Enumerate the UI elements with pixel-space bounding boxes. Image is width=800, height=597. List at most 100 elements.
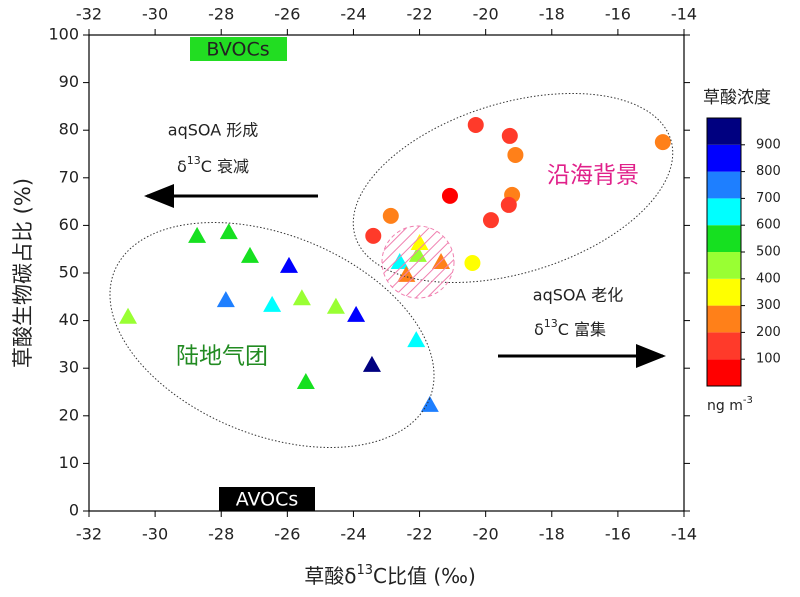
overlap-circle [381,225,455,299]
point [216,291,235,308]
annotation: aqSOA 形成 [168,121,258,140]
colorbar-block [707,171,741,199]
y-tick-label: 50 [59,263,79,282]
point [654,134,671,151]
y-tick-label: 70 [59,167,79,186]
y-tick-label: 80 [59,120,79,139]
x-top-tick-label: -32 [76,5,102,24]
annotation-part: C 富集 [558,320,606,339]
x-tick-label: -24 [340,525,366,544]
bvocs-label: BVOCs [206,39,269,61]
x-top-tick-label: -20 [473,5,499,24]
colorbar-tick-label: 300 [756,298,781,313]
point [347,305,366,322]
x-axis-label: 草酸δ13C比值 (‰) [304,563,476,588]
colorbar-title: 草酸浓度 [703,88,771,108]
point [279,256,298,273]
annotation-part: δ [177,157,187,176]
point [296,373,315,390]
y-tick-label: 90 [59,72,79,91]
annotation-part: 13 [544,317,558,330]
annotation: δ13C 富集 [534,317,606,339]
x-tick-label: -28 [208,525,234,544]
x-tick-label: -30 [142,525,168,544]
y-tick-label: 40 [59,310,79,329]
avocs-box [219,487,315,511]
colorbar-block [707,118,741,145]
x-axis-label-part: C比值 (‰) [373,564,476,588]
y-axis-label: 草酸生物碳占比 (%) [11,178,35,368]
x-axis-label-part: 草酸δ [304,564,356,588]
x-tick-label: -18 [539,525,565,544]
annotation-part: C 衰减 [201,157,249,176]
colorbar-tick-label: 200 [756,325,781,340]
x-tick-label: -14 [671,525,697,544]
point [507,146,524,163]
y-tick-label: 30 [59,358,79,377]
colorbar-block [707,198,741,226]
annotation-part: 13 [187,154,201,167]
coastal-label: 沿海背景 [547,163,639,189]
colorbar-block [707,305,741,333]
colorbar-unit: ng m-3 [707,395,753,414]
y-tick-label: 20 [59,405,79,424]
colorbar-tick-label: 500 [756,245,781,260]
point [501,127,518,144]
annotation: δ13C 衰减 [177,154,249,176]
x-top-tick-label: -16 [605,5,631,24]
point [464,255,481,272]
point [219,223,238,240]
point [407,331,426,348]
bvocs-box [190,37,287,61]
y-tick-label: 60 [59,215,79,234]
y-tick-label: 0 [69,501,79,520]
point [441,187,458,204]
colorbar-tick-label: 700 [756,191,781,206]
point [500,196,517,213]
point [362,355,381,372]
x-top-tick-label: -28 [208,5,234,24]
colorbar-block [707,225,741,252]
x-axis-label-part: 13 [356,563,373,578]
point [119,307,138,324]
point [188,226,207,243]
coastal-ellipse [352,92,674,284]
point [467,116,484,133]
point [263,295,282,312]
x-tick-label: -20 [473,525,499,544]
x-tick-label: -26 [274,525,300,544]
point [420,395,439,412]
point [326,297,345,314]
colorbar-unit-part: ng m [707,398,743,414]
colorbar-block [707,278,741,306]
colorbar-block [707,144,741,172]
point [482,212,499,229]
colorbar-block [707,359,741,386]
x-tick-label: -16 [605,525,631,544]
y-tick-label: 100 [48,25,79,44]
colorbar-tick-label: 600 [756,218,781,233]
colorbar-block [707,332,741,360]
colorbar-unit-part: -3 [743,395,753,406]
plot-layer: -32 -32 -30 -30 -28 -28 -26 -26 -24 -24 -22 -22 -20 -… [48,5,697,544]
annotation: aqSOA 老化 [533,286,623,305]
annotation-part: δ [534,320,544,339]
point [365,227,382,244]
colorbar-block [707,252,741,279]
x-top-tick-label: -30 [142,5,168,24]
colorbar-tick-label: 400 [756,271,781,286]
avocs-label: AVOCs [236,489,299,511]
x-tick-label: -32 [76,525,102,544]
x-tick-label: -22 [406,525,432,544]
colorbar-tick-label: 900 [756,137,781,152]
x-top-tick-label: -14 [671,5,697,24]
point [382,207,399,224]
y-tick-label: 10 [59,453,79,472]
point [292,289,311,306]
x-top-tick-label: -22 [406,5,432,24]
continental-label: 陆地气团 [176,344,268,370]
colorbar-tick-label: 100 [756,352,781,367]
continental-ellipse [109,222,435,448]
x-top-tick-label: -26 [274,5,300,24]
